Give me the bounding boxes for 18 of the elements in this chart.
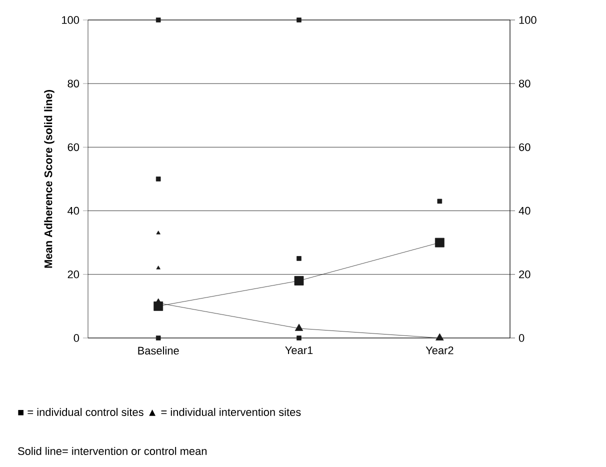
y-tick-label: 40 xyxy=(68,206,80,215)
y2-tick-label: 0 xyxy=(518,334,524,342)
y-axis-title: Mean Adherence Score (solid line) xyxy=(44,90,54,268)
y2-tick-label: 40 xyxy=(518,206,530,215)
text: Solid line= intervention or control mean xyxy=(18,446,207,456)
y2-tick-label: 80 xyxy=(519,80,530,88)
y2-tick-label: 60 xyxy=(519,143,530,152)
y2-tick-label: 100 xyxy=(519,16,536,24)
y2-tick-label: 20 xyxy=(519,270,530,278)
y-tick-label: 60 xyxy=(68,143,80,152)
y-tick-label: 20 xyxy=(68,270,80,278)
x-tick-label: Year2 xyxy=(426,346,454,354)
x-tick-label: Year1 xyxy=(285,346,313,354)
y-tick-label: 0 xyxy=(74,334,80,342)
x-tick-label: Baseline xyxy=(138,346,179,355)
y-tick-label: 100 xyxy=(62,16,80,24)
text: ■ = individual control sites ▲ = individual intervention sites xyxy=(18,408,301,416)
y-tick-label: 80 xyxy=(68,80,80,88)
